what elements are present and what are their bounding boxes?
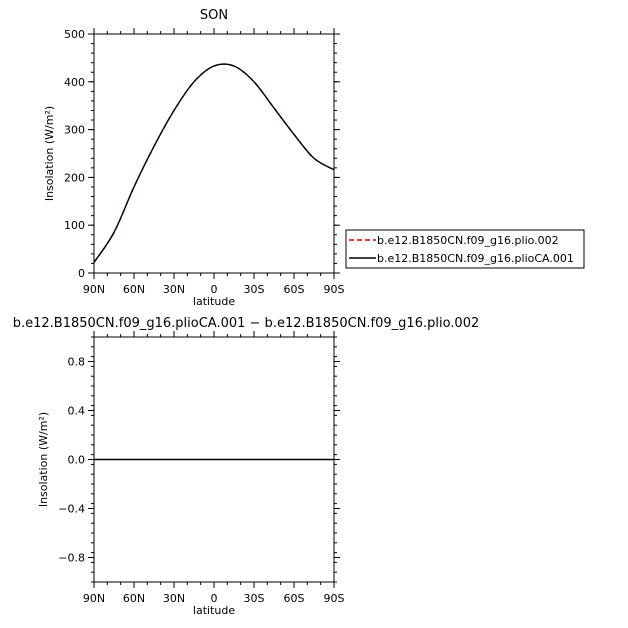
y-tick-label: 0.4 — [68, 405, 86, 418]
x-axis-label: latitude — [193, 604, 235, 617]
x-tick-label: 0 — [211, 592, 218, 605]
series-line-1 — [93, 63, 335, 263]
x-tick-label: 30S — [244, 283, 265, 296]
x-tick-label: 30S — [244, 592, 265, 605]
plot-frame — [93, 33, 335, 274]
x-tick-label: 60N — [123, 283, 145, 296]
x-tick-label: 60S — [284, 592, 305, 605]
legend-label-2: b.e12.B1850CN.f09_g16.plioCA.001 — [377, 252, 574, 265]
y-tick-label: 500 — [64, 28, 85, 41]
y-tick-label: 0.8 — [68, 356, 86, 369]
x-tick-label: 60S — [284, 283, 305, 296]
y-tick-label: 300 — [64, 124, 85, 137]
y-tick-label: 100 — [64, 219, 85, 232]
x-tick-label: 90N — [83, 592, 105, 605]
x-tick-label: 0 — [211, 283, 218, 296]
legend: b.e12.B1850CN.f09_g16.plio.002 b.e12.B185… — [345, 229, 585, 269]
chart-title: SON — [200, 8, 228, 23]
y-tick-label: 0 — [78, 267, 85, 280]
legend-box — [345, 229, 585, 269]
y-tick-label: −0.8 — [58, 552, 85, 565]
chart-title: b.e12.B1850CN.f09_g16.plioCA.001 − b.e12… — [13, 316, 480, 331]
x-tick-label: 60N — [123, 592, 145, 605]
x-tick-label: 30N — [163, 592, 185, 605]
y-tick-label: 400 — [64, 76, 85, 89]
y-axis-label: Insolation (W/m²) — [37, 412, 50, 507]
y-tick-label: −0.4 — [58, 503, 85, 516]
plot-panel-top: SON 90N 60N 30N 0 30S 60S 90S 0 100 200 300 400 500 la… — [43, 8, 345, 308]
series-line-2 — [93, 63, 335, 263]
legend-label-1: b.e12.B1850CN.f09_g16.plio.002 — [377, 234, 559, 247]
x-tick-label: 90S — [324, 283, 345, 296]
y-axis-label: Insolation (W/m²) — [43, 106, 56, 201]
x-tick-label: 90N — [83, 283, 105, 296]
plot-panel-bottom: b.e12.B1850CN.f09_g16.plioCA.001 − b.e12… — [13, 316, 480, 617]
x-tick-label: 90S — [324, 592, 345, 605]
y-tick-label: 0.0 — [68, 454, 86, 467]
x-tick-label: 30N — [163, 283, 185, 296]
y-tick-label: 200 — [64, 171, 85, 184]
x-axis-label: latitude — [193, 295, 235, 308]
